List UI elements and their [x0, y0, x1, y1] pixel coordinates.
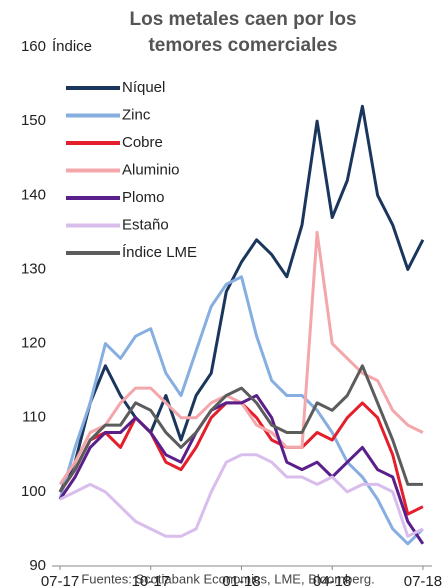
x-tick-label: 10-17	[132, 573, 170, 587]
series-line	[58, 275, 424, 546]
y-tick-label: 100	[21, 483, 46, 500]
legend-label: Níquel	[122, 79, 165, 96]
y-tick-label: 90	[29, 557, 46, 574]
legend-label: Zinc	[122, 106, 151, 123]
y-axis-label: Índice	[52, 38, 92, 55]
y-tick-label: 110	[22, 409, 46, 426]
y-tick-label: 140	[21, 186, 46, 203]
y-tick-label: 160	[21, 38, 46, 55]
series-line	[59, 453, 424, 538]
x-tick-label: 04-18	[313, 573, 351, 587]
series-line	[58, 364, 423, 493]
legend-label: Estaño	[122, 216, 169, 233]
x-tick-label: 07-17	[41, 573, 79, 587]
y-tick-label: 150	[21, 112, 46, 129]
legend-label: Índice LME	[122, 244, 197, 261]
legend-label: Aluminio	[122, 161, 180, 178]
chart-title: Los metales caen por los	[129, 9, 356, 30]
chart-title: temores comerciales	[148, 35, 337, 56]
x-tick-label: 01-18	[222, 573, 260, 587]
series-line	[58, 394, 425, 545]
series-line	[58, 230, 424, 486]
legend-label: Plomo	[122, 189, 165, 206]
x-tick-label: 07-18	[404, 573, 442, 587]
y-tick-label: 120	[21, 335, 46, 352]
y-tick-label: 130	[21, 260, 46, 277]
source: Fuentes: Scotiabank Economics, LME, Bloo…	[81, 571, 374, 586]
series-line	[58, 104, 425, 493]
legend-label: Cobre	[122, 134, 163, 151]
